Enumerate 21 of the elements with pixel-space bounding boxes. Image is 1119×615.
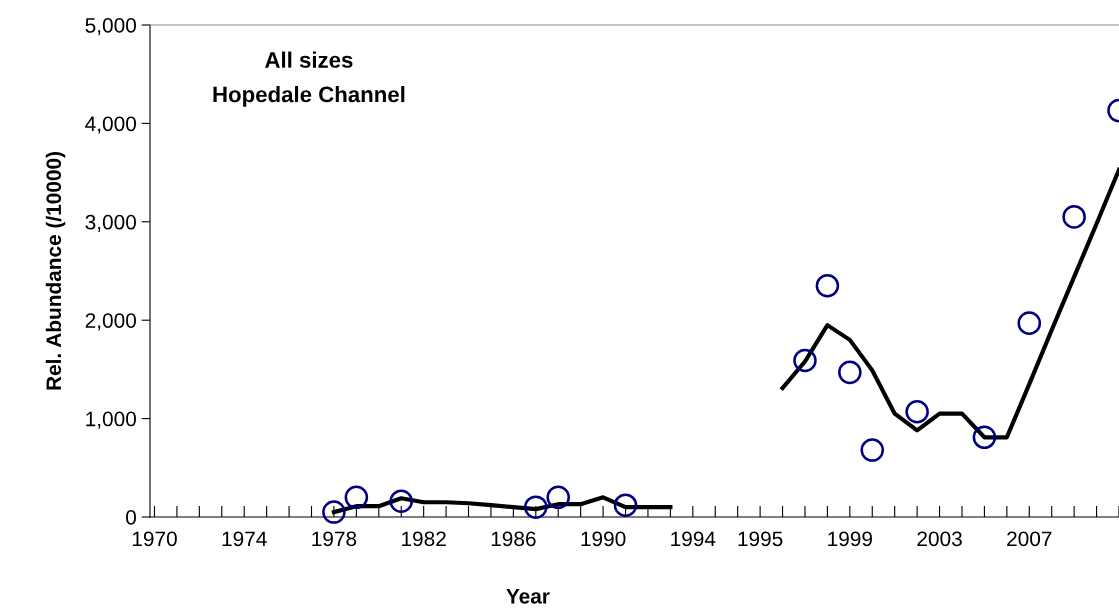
x-tick-label: 2003 — [917, 531, 962, 547]
y-tick-label: 2,000 — [85, 313, 136, 331]
y-tick-label: 3,000 — [85, 214, 136, 233]
y-tick-label: 0 — [126, 510, 136, 525]
x-tick-label: 1994 — [671, 531, 716, 547]
x-tick-label: 1982 — [402, 531, 446, 547]
y-tick-label: 5,000 — [85, 18, 136, 36]
x-tick-label: 2007 — [1007, 531, 1052, 547]
x-tick-label: 1995 — [738, 531, 783, 547]
x-tick-label: 1990 — [581, 531, 626, 547]
x-tick-label: 1978 — [312, 531, 357, 547]
y-tick-label: 1,000 — [86, 411, 136, 429]
x-tick-label: 1974 — [222, 531, 267, 547]
x-tick-label: 1999 — [828, 531, 873, 547]
x-tick-label: 1970 — [132, 531, 177, 547]
text: Hopedale Channel — [213, 85, 405, 107]
y-tick-label: 4,000 — [85, 116, 136, 134]
y-axis-title: Rel. Abundance (/10000) — [45, 152, 66, 390]
x-axis-title: Year — [506, 589, 550, 604]
x-tick-label: 1986 — [491, 531, 536, 547]
text: All sizes — [265, 51, 353, 68]
